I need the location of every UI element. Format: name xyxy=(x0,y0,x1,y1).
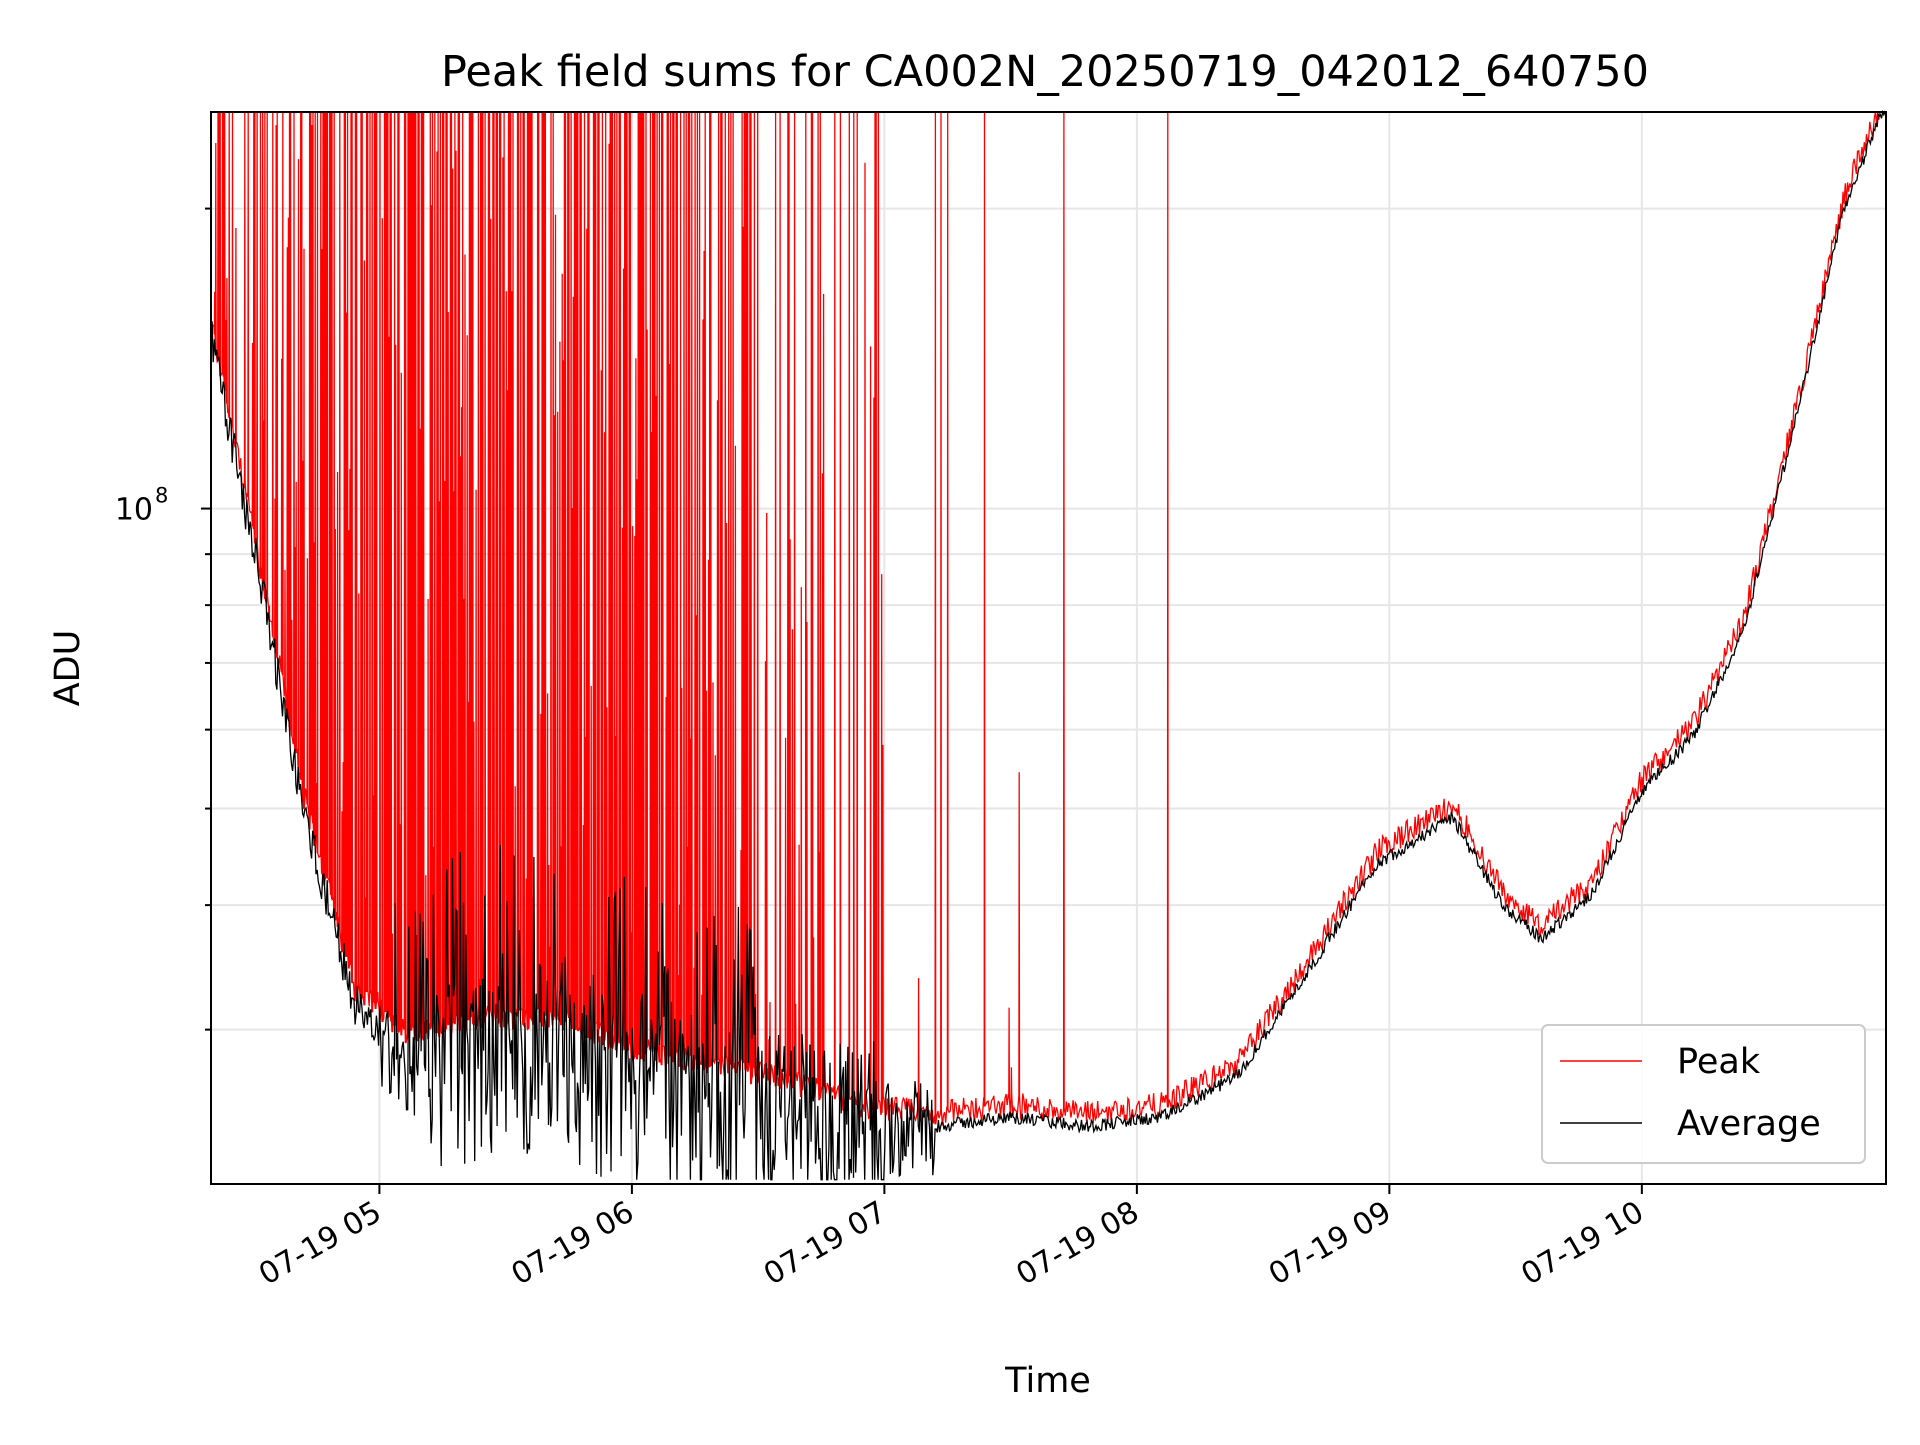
y-tick-label-exponent: 8 xyxy=(155,484,168,508)
x-axis-label: Time xyxy=(1004,1361,1091,1401)
chart-title: Peak field sums for CA002N_20250719_0420… xyxy=(441,47,1649,97)
series-average-line xyxy=(210,109,1887,1181)
series-layer xyxy=(210,109,1887,1181)
plot-frame xyxy=(210,111,1887,1185)
x-tick-label: 07-19 06 xyxy=(506,1195,640,1293)
y-axis-label: ADU xyxy=(48,630,88,707)
x-tick-label: 07-19 05 xyxy=(253,1195,387,1293)
legend: Peak Average xyxy=(1541,1024,1866,1164)
x-tick-label: 07-19 10 xyxy=(1516,1195,1650,1293)
y-tick-label-base: 10 xyxy=(115,493,153,528)
legend-average-label: Average xyxy=(1677,1104,1821,1144)
legend-box xyxy=(1541,1024,1866,1164)
x-tick-label: 07-19 09 xyxy=(1263,1195,1397,1293)
x-tick-label: 07-19 08 xyxy=(1011,1195,1145,1293)
legend-peak-label: Peak xyxy=(1677,1042,1761,1082)
x-tick-label: 07-19 07 xyxy=(758,1195,892,1293)
